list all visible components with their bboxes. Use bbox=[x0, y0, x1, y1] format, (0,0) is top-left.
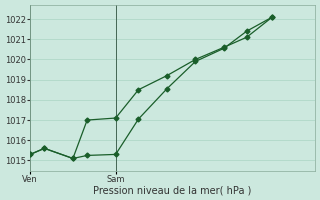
X-axis label: Pression niveau de la mer( hPa ): Pression niveau de la mer( hPa ) bbox=[93, 185, 252, 195]
